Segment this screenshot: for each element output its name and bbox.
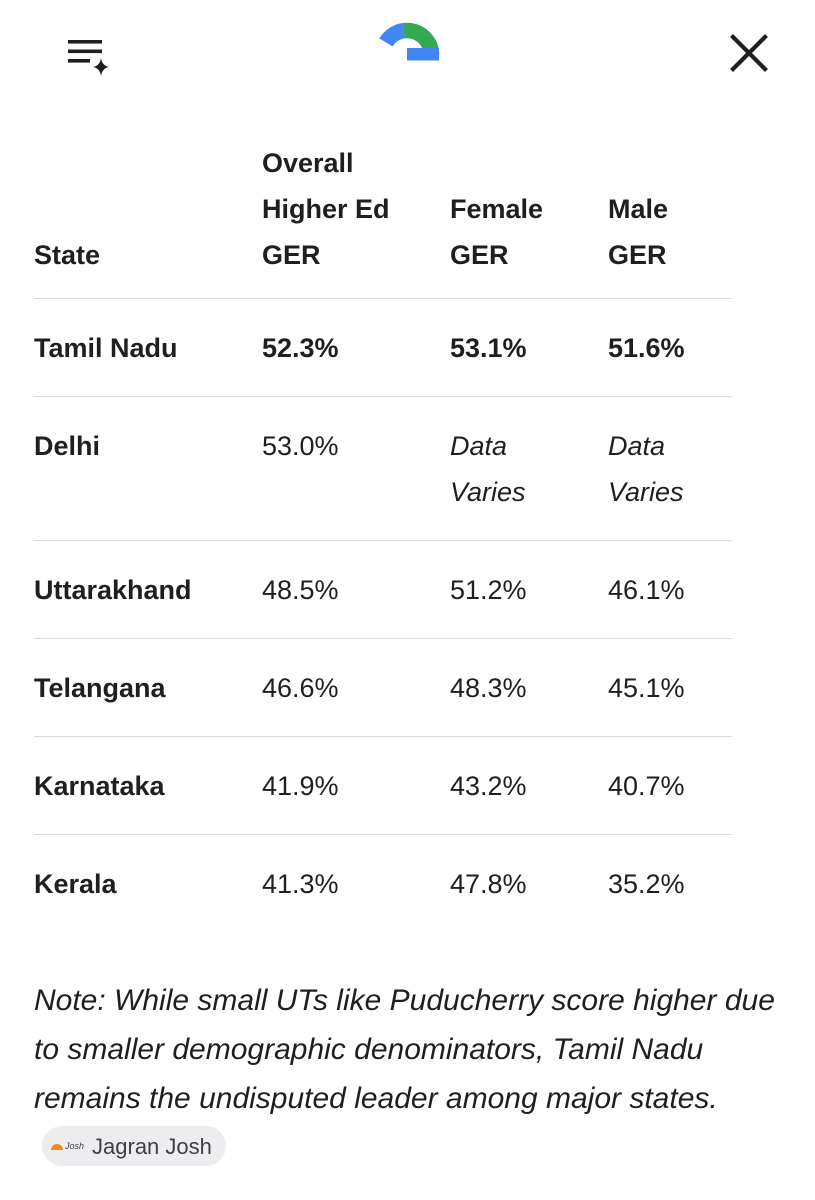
state-cell: Telangana: [34, 638, 262, 737]
female-ger-cell: Data Varies: [450, 396, 608, 541]
cell-line: Varies: [608, 477, 684, 507]
male-ger-cell: 45.1%: [608, 638, 732, 737]
header-line: GER: [450, 240, 509, 270]
male-ger-cell: Data Varies: [608, 396, 732, 541]
state-cell: Karnataka: [34, 736, 262, 835]
female-ger-cell: 43.2%: [450, 736, 608, 835]
header-female-ger: Female GER: [450, 140, 608, 299]
table-row: Telangana 46.6% 48.3% 45.1%: [34, 638, 732, 737]
header-line: GER: [608, 240, 667, 270]
footnote: Note: While small UTs like Puducherry sc…: [34, 976, 794, 1172]
source-chip-label: Jagran Josh: [92, 1133, 212, 1159]
table-row: Delhi 53.0% Data Varies Data Varies: [34, 396, 732, 541]
male-ger-cell: 51.6%: [608, 298, 732, 397]
female-ger-cell: 48.3%: [450, 638, 608, 737]
male-ger-cell: 46.1%: [608, 540, 732, 639]
female-ger-cell: 51.2%: [450, 540, 608, 639]
cell-line: Data: [450, 431, 508, 461]
header-line: Overall: [262, 148, 354, 178]
male-ger-cell: 35.2%: [608, 869, 685, 899]
state-cell: Delhi: [34, 396, 262, 541]
header-line: Higher Ed: [262, 194, 390, 224]
header-state-label: State: [34, 240, 101, 270]
footnote-text: Note: While small UTs like Puducherry sc…: [34, 984, 775, 1115]
state-cell: Kerala: [34, 869, 117, 899]
header-male-ger: Male GER: [608, 140, 732, 299]
jagran-josh-logo-icon: Josh: [50, 1122, 84, 1171]
cell-line: Varies: [450, 477, 526, 507]
overall-ger-cell: 46.6%: [262, 638, 450, 737]
overall-ger-cell: 53.0%: [262, 396, 450, 541]
state-cell: Tamil Nadu: [34, 298, 262, 397]
cell-line: Data: [608, 431, 666, 461]
table-row: Tamil Nadu 52.3% 53.1% 51.6%: [34, 298, 732, 397]
overall-ger-cell: 41.9%: [262, 736, 450, 835]
female-ger-cell: 53.1%: [450, 298, 608, 397]
table-header-row: State Overall Higher Ed GER Female GER M…: [34, 140, 732, 299]
header-line: Male: [608, 194, 669, 224]
state-cell: Uttarakhand: [34, 540, 262, 639]
male-ger-cell: 40.7%: [608, 736, 732, 835]
top-bar: [0, 0, 815, 110]
chip-logo-text: Josh: [65, 1140, 85, 1151]
table-row: Kerala 41.3% 47.8% 35.2%: [34, 835, 732, 933]
overall-ger-cell: 48.5%: [262, 540, 450, 639]
google-g-logo: [372, 22, 442, 88]
header-overall-ger: Overall Higher Ed GER: [262, 140, 450, 299]
source-chip[interactable]: Josh Jagran Josh: [42, 1126, 226, 1167]
header-line: Female: [450, 194, 544, 224]
header-state: State: [34, 140, 262, 299]
header-line: GER: [262, 240, 321, 270]
female-ger-cell: 47.8%: [450, 869, 527, 899]
close-icon[interactable]: [728, 32, 770, 74]
overall-ger-cell: 41.3%: [262, 869, 339, 899]
overall-ger-cell: 52.3%: [262, 298, 450, 397]
table-row: Karnataka 41.9% 43.2% 40.7%: [34, 736, 732, 835]
ger-table: State Overall Higher Ed GER Female GER M…: [34, 140, 732, 932]
menu-sparkle-icon[interactable]: [64, 34, 112, 78]
table-row: Uttarakhand 48.5% 51.2% 46.1%: [34, 540, 732, 639]
